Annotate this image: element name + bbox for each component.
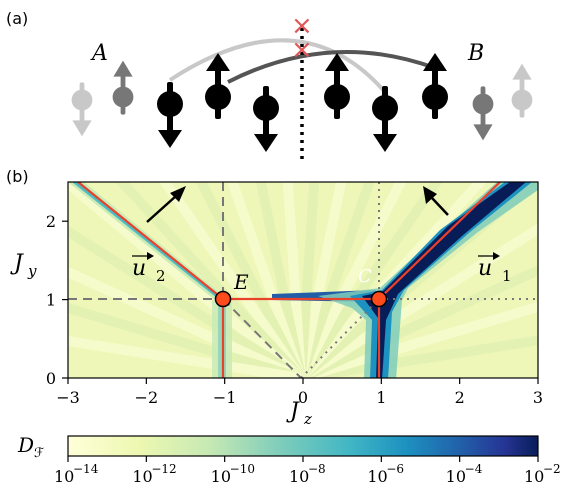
panel-a: (a) A B × × <box>6 9 533 162</box>
spin-chain <box>71 53 533 152</box>
colorbar-tick-label: 10−14 <box>54 462 99 486</box>
svg-text:−2: −2 <box>543 462 561 476</box>
svg-text:u: u <box>478 256 492 281</box>
spin-down-icon <box>253 86 279 152</box>
svg-text:D: D <box>17 433 34 457</box>
point-e-label: E <box>233 270 249 294</box>
x-tick-label: 1 <box>376 388 386 407</box>
panel-a-label: (a) <box>6 9 28 28</box>
cross-mark-top: × <box>291 11 313 41</box>
site-b-label: B <box>467 41 484 66</box>
svg-text:10: 10 <box>211 467 231 486</box>
x-tick-label: 0 <box>298 388 308 407</box>
svg-text:ℱ: ℱ <box>34 446 44 461</box>
point-c-label: C <box>358 266 372 287</box>
x-tick-label: 2 <box>455 388 465 407</box>
svg-text:J: J <box>10 251 24 276</box>
heatmap <box>68 182 538 378</box>
spin-up-icon <box>205 53 231 119</box>
spin-down-icon <box>71 82 93 137</box>
y-tick-label: 2 <box>46 212 56 231</box>
spin-up-icon <box>112 60 134 115</box>
colorbar: D ℱ 10−14 10−12 10−10 10−8 10−6 10−4 10−2 <box>17 433 561 486</box>
cross-mark-bottom: × <box>291 35 313 65</box>
svg-text:10: 10 <box>446 467 466 486</box>
svg-text:−12: −12 <box>151 462 176 476</box>
x-tick-label: −1 <box>213 388 237 407</box>
y-tick-label: 0 <box>46 369 56 388</box>
colorbar-tick-label: 10−6 <box>367 462 404 486</box>
x-tick-label: 3 <box>533 388 543 407</box>
svg-text:−4: −4 <box>465 462 483 476</box>
spin-up-icon <box>324 53 350 119</box>
svg-text:−8: −8 <box>308 462 326 476</box>
svg-text:−14: −14 <box>73 462 99 476</box>
vector-u1-label: u 1 <box>478 252 512 285</box>
svg-text:10: 10 <box>54 467 74 486</box>
svg-text:1: 1 <box>502 267 512 285</box>
spin-up-icon <box>422 53 448 119</box>
colorbar-tick-label: 10−2 <box>524 462 561 486</box>
point-e-marker <box>214 290 232 308</box>
svg-text:10: 10 <box>367 467 387 486</box>
x-axis-ticks: −3 −2 −1 0 1 2 3 <box>56 378 543 407</box>
spin-down-icon <box>372 86 398 152</box>
spin-down-icon <box>472 86 494 141</box>
spin-up-icon <box>511 63 533 118</box>
svg-text:y: y <box>27 262 37 280</box>
colorbar-tick-label: 10−8 <box>289 462 326 486</box>
site-a-label: A <box>90 41 108 66</box>
svg-text:z: z <box>303 410 312 428</box>
colorbar-tick-label: 10−4 <box>446 462 483 486</box>
point-c-marker <box>370 290 388 308</box>
direction-arrows <box>146 186 449 223</box>
x-axis-label: J z <box>286 399 312 428</box>
y-axis-ticks: 0 1 2 <box>46 212 68 388</box>
panel-b-label: (b) <box>6 167 29 186</box>
x-tick-label: −3 <box>56 388 80 407</box>
colorbar-label: D ℱ <box>17 433 44 461</box>
svg-text:2: 2 <box>156 267 166 285</box>
svg-text:−10: −10 <box>230 462 255 476</box>
svg-text:u: u <box>132 256 146 281</box>
vector-u2-label: u 2 <box>132 252 166 285</box>
colorbar-tick-label: 10−12 <box>132 462 176 486</box>
critical-curves <box>77 182 501 378</box>
colorbar-tick-label: 10−10 <box>211 462 255 486</box>
svg-text:−6: −6 <box>386 462 404 476</box>
x-tick-label: −2 <box>135 388 159 407</box>
y-axis-label: J y <box>10 251 37 280</box>
svg-text:10: 10 <box>132 467 152 486</box>
svg-text:10: 10 <box>289 467 309 486</box>
svg-text:10: 10 <box>524 467 544 486</box>
coupling-arc-light <box>168 38 387 94</box>
svg-text:J: J <box>286 399 300 424</box>
spin-down-icon <box>157 82 183 148</box>
coupling-arc-dark <box>227 50 436 84</box>
y-tick-label: 1 <box>46 291 56 310</box>
